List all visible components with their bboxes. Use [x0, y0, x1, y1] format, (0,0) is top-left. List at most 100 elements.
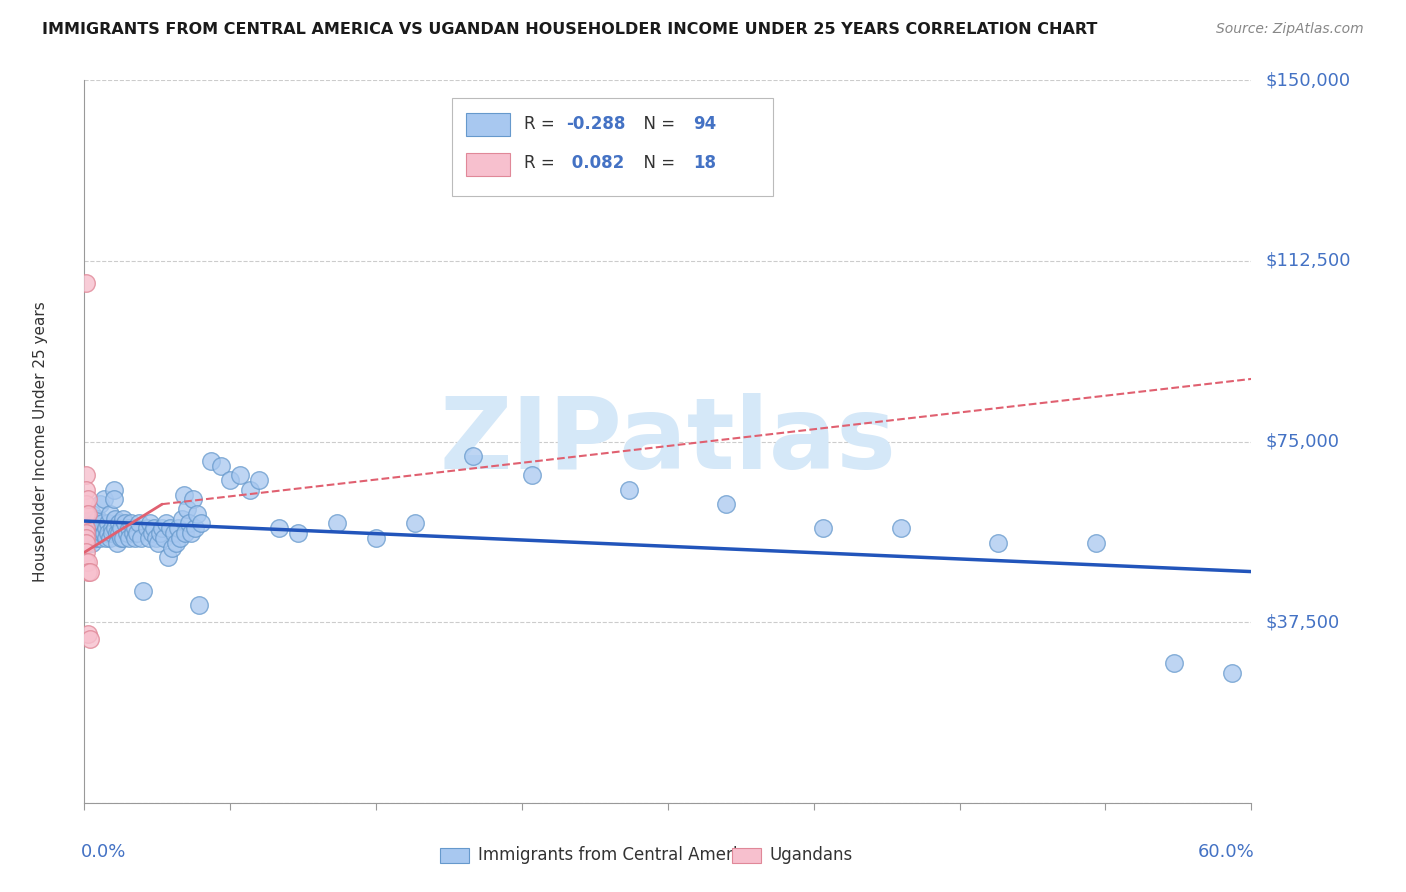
- Point: [180, 526, 202, 541]
- Point: [75, 521, 97, 535]
- Point: [125, 526, 148, 541]
- Point: [75, 521, 97, 535]
- Point: [79, 565, 101, 579]
- Point: [77, 507, 100, 521]
- Point: [200, 454, 222, 468]
- Point: [155, 516, 177, 531]
- Point: [617, 483, 640, 497]
- Point: [179, 516, 201, 531]
- Bar: [733, 848, 761, 863]
- Text: $75,000: $75,000: [1265, 433, 1340, 450]
- Text: 18: 18: [693, 154, 717, 172]
- Point: [209, 458, 232, 473]
- Point: [287, 526, 309, 541]
- Text: $37,500: $37,500: [1265, 613, 1340, 632]
- Point: [148, 535, 170, 549]
- Point: [153, 531, 176, 545]
- Point: [181, 492, 204, 507]
- Point: [79, 632, 101, 646]
- Point: [122, 526, 145, 541]
- Point: [89, 497, 111, 511]
- Point: [98, 531, 121, 545]
- Bar: [465, 112, 510, 136]
- Point: [97, 516, 120, 531]
- Point: [103, 492, 125, 507]
- Point: [118, 531, 141, 545]
- Point: [141, 526, 163, 541]
- Point: [170, 511, 193, 525]
- Point: [100, 521, 122, 535]
- Point: [90, 526, 112, 541]
- Point: [366, 531, 388, 545]
- Point: [97, 526, 120, 541]
- Point: [163, 526, 186, 541]
- Point: [79, 511, 101, 525]
- Point: [94, 521, 117, 535]
- Point: [77, 535, 100, 549]
- Point: [135, 521, 157, 535]
- Point: [75, 531, 97, 545]
- Text: 0.082: 0.082: [567, 154, 624, 172]
- Point: [239, 483, 262, 497]
- Point: [107, 535, 129, 549]
- Point: [813, 521, 835, 535]
- Point: [77, 555, 100, 569]
- Point: [132, 583, 155, 598]
- Bar: [440, 848, 470, 863]
- Point: [75, 545, 97, 559]
- Point: [82, 535, 104, 549]
- Point: [145, 531, 167, 545]
- Point: [75, 535, 97, 549]
- Point: [186, 507, 208, 521]
- Point: [83, 516, 105, 531]
- Point: [115, 526, 138, 541]
- Point: [118, 521, 141, 535]
- Point: [84, 531, 107, 545]
- Point: [77, 492, 100, 507]
- Point: [173, 487, 195, 501]
- Text: R =: R =: [524, 115, 561, 133]
- Point: [184, 521, 207, 535]
- Point: [138, 531, 160, 545]
- Point: [75, 526, 97, 541]
- Point: [104, 511, 127, 525]
- Text: Householder Income Under 25 years: Householder Income Under 25 years: [32, 301, 48, 582]
- Point: [404, 516, 426, 531]
- Point: [176, 502, 198, 516]
- Point: [129, 531, 152, 545]
- Point: [150, 521, 173, 535]
- Point: [100, 526, 122, 541]
- Point: [249, 473, 271, 487]
- Point: [159, 521, 181, 535]
- Point: [108, 526, 131, 541]
- Point: [987, 535, 1010, 549]
- Point: [114, 516, 136, 531]
- Text: N =: N =: [633, 115, 681, 133]
- Text: Ugandans: Ugandans: [769, 846, 852, 863]
- Point: [219, 473, 242, 487]
- Point: [267, 521, 290, 535]
- Point: [188, 599, 211, 613]
- Point: [1163, 656, 1185, 670]
- Point: [98, 507, 121, 521]
- Text: -0.288: -0.288: [567, 115, 626, 133]
- Text: Immigrants from Central America: Immigrants from Central America: [478, 846, 756, 863]
- Point: [75, 507, 97, 521]
- Text: Source: ZipAtlas.com: Source: ZipAtlas.com: [1216, 22, 1364, 37]
- Point: [890, 521, 912, 535]
- Text: R =: R =: [524, 154, 561, 172]
- Point: [156, 550, 179, 565]
- Point: [160, 541, 183, 555]
- Point: [124, 531, 146, 545]
- Bar: [465, 153, 510, 177]
- Point: [1220, 665, 1243, 680]
- Point: [190, 516, 212, 531]
- Point: [107, 526, 129, 541]
- Point: [75, 531, 97, 545]
- Text: $112,500: $112,500: [1265, 252, 1351, 270]
- Point: [104, 521, 127, 535]
- Point: [93, 492, 115, 507]
- Point: [143, 521, 166, 535]
- Point: [75, 497, 97, 511]
- Point: [87, 511, 110, 525]
